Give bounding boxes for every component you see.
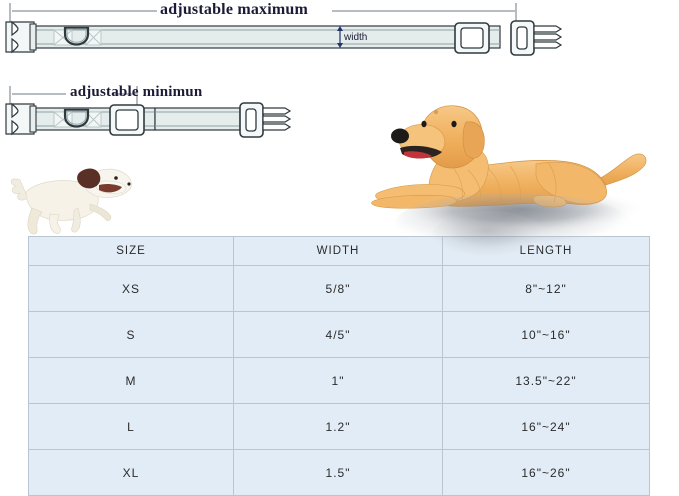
size-chart-table: SIZE WIDTH LENGTH XS 5/8" 8"~12" S 4/5" … xyxy=(28,236,650,496)
column-header-size: SIZE xyxy=(28,236,234,266)
running-white-dog-illustration xyxy=(10,168,132,235)
collar-diagram-minimum xyxy=(5,86,292,138)
table-row: S 4/5" 10"~16" xyxy=(28,311,650,358)
adjustable-maximum-label: adjustable maximum xyxy=(160,1,309,18)
adjustable-minimum-label: adjustable minimun xyxy=(70,84,203,100)
column-header-width: WIDTH xyxy=(233,236,443,266)
cell-length: 13.5"~22" xyxy=(442,357,650,404)
collar-diagram-maximum xyxy=(5,3,563,56)
cell-length: 10"~16" xyxy=(442,311,650,358)
cell-size: S xyxy=(28,311,234,358)
cell-width: 5/8" xyxy=(233,265,443,312)
table-header-row: SIZE WIDTH LENGTH xyxy=(28,236,650,266)
cell-size: L xyxy=(28,403,234,450)
cell-width: 1.5" xyxy=(233,449,443,496)
width-label: width xyxy=(344,32,368,43)
cell-width: 1" xyxy=(233,357,443,404)
cell-width: 4/5" xyxy=(233,311,443,358)
cell-length: 16"~24" xyxy=(442,403,650,450)
cell-width: 1.2" xyxy=(233,403,443,450)
cell-length: 16"~26" xyxy=(442,449,650,496)
size-chart-canvas: adjustable maximum width xyxy=(5,1,650,496)
table-row: XS 5/8" 8"~12" xyxy=(28,265,650,312)
lying-golden-retriever-illustration xyxy=(371,105,647,231)
cell-length: 8"~12" xyxy=(442,265,650,312)
table-row: M 1" 13.5"~22" xyxy=(28,357,650,404)
cell-size: M xyxy=(28,357,234,404)
table-row: XL 1.5" 16"~26" xyxy=(28,449,650,496)
cell-size: XS xyxy=(28,265,234,312)
cell-size: XL xyxy=(28,449,234,496)
column-header-length: LENGTH xyxy=(442,236,650,266)
table-row: L 1.2" 16"~24" xyxy=(28,403,650,450)
